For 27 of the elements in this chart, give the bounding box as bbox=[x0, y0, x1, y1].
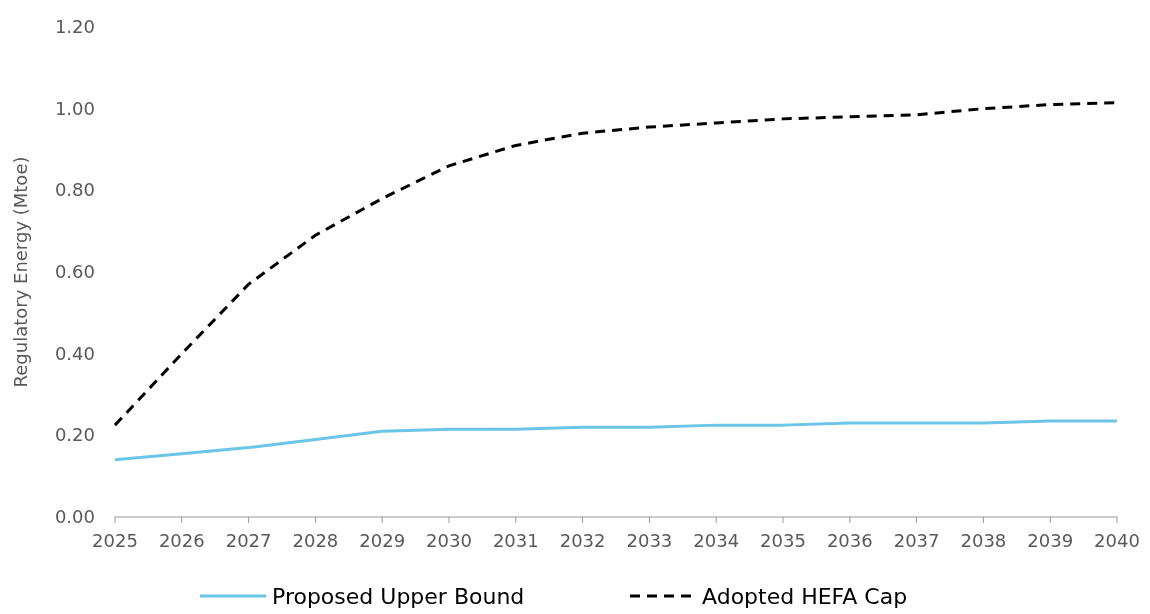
y-tick-label: 0.40 bbox=[54, 342, 95, 364]
line-series bbox=[113, 419, 1119, 462]
x-tick-label: 2033 bbox=[626, 530, 673, 551]
x-tick-label: 2034 bbox=[693, 530, 740, 551]
x-tick-label: 2035 bbox=[760, 530, 806, 551]
x-tick-label: 2029 bbox=[359, 530, 406, 551]
legend-label: Adopted HEFA Cap bbox=[702, 584, 908, 609]
x-tick-label: 2030 bbox=[426, 530, 472, 551]
x-tick-label: 2032 bbox=[559, 530, 606, 551]
y-tick-label: 0.20 bbox=[54, 424, 95, 446]
x-tick-label: 2040 bbox=[1094, 530, 1140, 551]
x-tick-label: 2025 bbox=[92, 530, 138, 551]
x-tick-label: 2037 bbox=[893, 530, 940, 551]
y-tick-label: 1.00 bbox=[54, 97, 95, 119]
y-tick-label: 0.80 bbox=[54, 179, 95, 201]
x-tick-label: 2036 bbox=[826, 530, 873, 551]
x-tick-label: 2039 bbox=[1027, 530, 1074, 551]
x-tick-label: 2031 bbox=[492, 530, 539, 551]
y-tick-label: 0.00 bbox=[54, 506, 95, 527]
x-tick-label: 2026 bbox=[158, 530, 205, 551]
y-tick-label: 0.60 bbox=[54, 261, 95, 282]
legend-label: Proposed Upper Bound bbox=[272, 584, 525, 609]
x-tick-label: 2038 bbox=[960, 530, 1007, 551]
x-tick-label: 2027 bbox=[225, 530, 272, 551]
y-axis-title: Regulatory Energy (Mtoe) bbox=[10, 156, 31, 388]
x-tick-label: 2028 bbox=[292, 530, 339, 551]
y-tick-label: 1.20 bbox=[54, 16, 95, 37]
